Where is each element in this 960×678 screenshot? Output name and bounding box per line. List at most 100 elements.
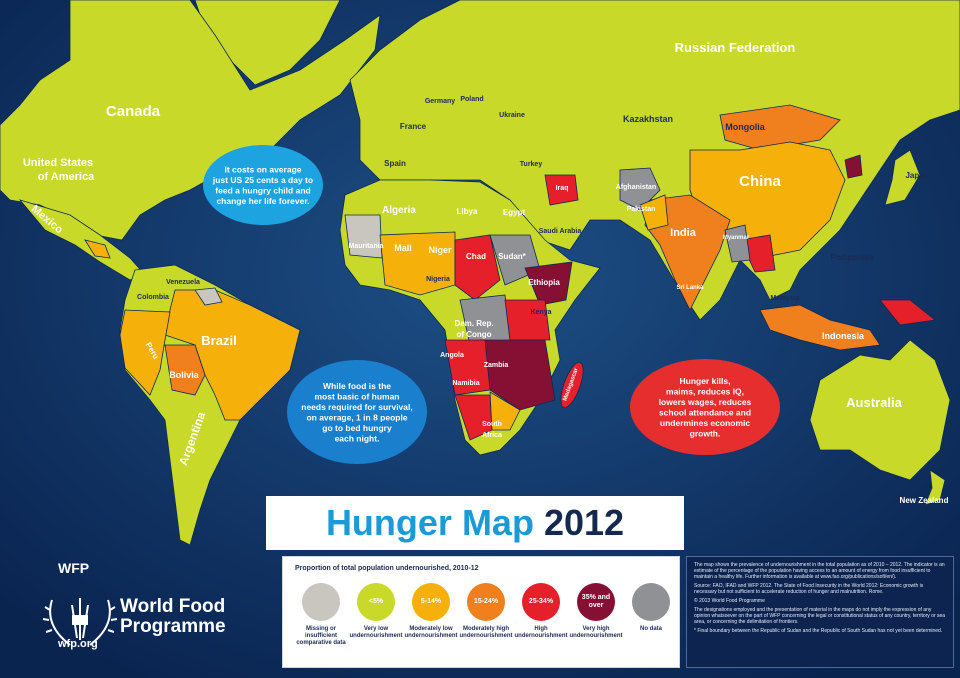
country-label: Germany — [425, 98, 455, 105]
indonesia — [759, 304, 881, 351]
country-label: Australia — [846, 395, 902, 410]
region — [194, 287, 223, 306]
logo-acronym: WFP — [58, 560, 90, 576]
country-label: Angola — [440, 352, 464, 359]
country-label: India — [670, 227, 697, 239]
bubble-text: It costs on average — [224, 164, 301, 174]
country-label: Bolivia — [169, 370, 200, 380]
bubble-text: undermines economic — [660, 418, 750, 428]
brazil — [164, 289, 301, 421]
country-label: Niger — [428, 245, 452, 255]
title-panel — [266, 496, 684, 550]
note: The map shows the prevalence of undernou… — [694, 562, 945, 580]
legend-caption: Missing or insufficient comparative data — [296, 626, 346, 646]
country-label: United States — [23, 157, 93, 169]
angola — [444, 339, 491, 396]
title: Hunger Map 2012 — [326, 502, 624, 543]
country-label: Libya — [457, 207, 478, 216]
mongolia — [719, 104, 841, 151]
bubble-text: go to bed hungry — [322, 423, 392, 433]
pakistan — [639, 194, 669, 231]
note: The designations employed and the presen… — [694, 607, 946, 625]
country-label: Japan — [905, 171, 928, 180]
bubble-text: needs required for survival, — [301, 402, 412, 412]
country-label: Indonesia — [822, 331, 865, 341]
country-label: Sri Lanka — [676, 285, 704, 291]
country-label: Spain — [384, 159, 406, 168]
title-text: Hunger Map — [326, 502, 534, 543]
country-label: Colombia — [137, 294, 169, 301]
new-zealand — [924, 469, 946, 506]
country-label: Kazakhstan — [623, 114, 673, 124]
country-label: Afghanistan — [616, 184, 656, 191]
title-year: 2012 — [544, 502, 624, 543]
country-label: Mongolia — [725, 122, 765, 132]
country-label: Turkey — [520, 161, 543, 168]
sahel — [379, 231, 456, 296]
country-label: Algeria — [382, 205, 416, 216]
legend-item: Missing or insufficient comparative data — [293, 583, 349, 647]
legend-caption: High undernourishment — [514, 626, 568, 639]
east-africa — [504, 299, 551, 341]
logo-name: Programme — [120, 616, 226, 637]
legend-item: <5% Very low undernourishment — [348, 583, 404, 640]
bubble-text: just US 25 cents a day to — [212, 175, 313, 185]
myanmar — [724, 224, 751, 263]
country-label: of America — [38, 171, 95, 183]
country-label: Africa — [482, 432, 502, 439]
legend-swatch — [302, 583, 340, 621]
region — [119, 309, 171, 396]
country-label: Zambia — [484, 362, 509, 369]
country-label: Mali — [394, 243, 412, 253]
region — [84, 239, 111, 259]
logo-emblem — [42, 598, 118, 646]
country-label: Philippines — [831, 253, 874, 262]
bubble — [287, 360, 427, 464]
country-label: Chad — [466, 252, 486, 261]
country-label: South — [482, 421, 502, 428]
legend-caption: Very low undernourishment — [349, 626, 403, 639]
legend-title: Proportion of total population undernour… — [295, 565, 479, 572]
legend-item: 5-14% Moderately low undernourishment — [403, 583, 459, 640]
north-america — [0, 0, 381, 241]
bubble-text: While food is the — [323, 381, 391, 391]
legend-swatch: <5% — [357, 583, 395, 621]
australia — [809, 339, 951, 481]
country-label: Pakistan — [627, 206, 656, 213]
legend-item: 35% and over Very high undernourishment — [568, 583, 624, 640]
japan — [884, 149, 921, 206]
chad — [454, 234, 501, 301]
country-label: Nigeria — [426, 276, 450, 283]
country-label: Egypt — [503, 208, 526, 217]
ethiopia — [524, 261, 573, 306]
madagascar — [560, 361, 584, 409]
country-label: Poland — [460, 96, 483, 103]
bubble-text: lowers wages, reduces — [659, 397, 752, 407]
country-label: Namibia — [452, 380, 479, 387]
country-label: Iraq — [556, 185, 569, 192]
note: * Final boundary between the Republic of… — [694, 628, 943, 634]
legend-swatch — [632, 583, 670, 621]
bubble-text: change her life forever. — [216, 196, 309, 206]
note: © 2013 World Food Programme — [694, 598, 765, 604]
country-label: Dem. Rep. — [454, 319, 493, 328]
bubble-text: on average, 1 in 8 people — [306, 412, 407, 422]
country-label: New Zealand — [900, 496, 949, 505]
legend: Proportion of total population undernour… — [282, 556, 680, 668]
bubble — [203, 145, 323, 225]
country-label: France — [400, 122, 427, 131]
country-label: Sudan* — [498, 252, 526, 261]
country-label: Ukraine — [499, 112, 525, 119]
bubble — [630, 359, 780, 455]
legend-swatch: 15-24% — [467, 583, 505, 621]
country-label: Brazil — [201, 333, 236, 348]
country-label: China — [739, 173, 781, 190]
legend-caption: Very high undernourishment — [569, 626, 623, 639]
legend-swatch: 5-14% — [412, 583, 450, 621]
country-label: of Congo — [456, 330, 491, 339]
region — [489, 391, 521, 431]
note: Source: FAO, IFAD and WFP 2012. The Stat… — [694, 583, 924, 595]
legend-item: 15-24% Moderately high undernourishment — [458, 583, 514, 640]
